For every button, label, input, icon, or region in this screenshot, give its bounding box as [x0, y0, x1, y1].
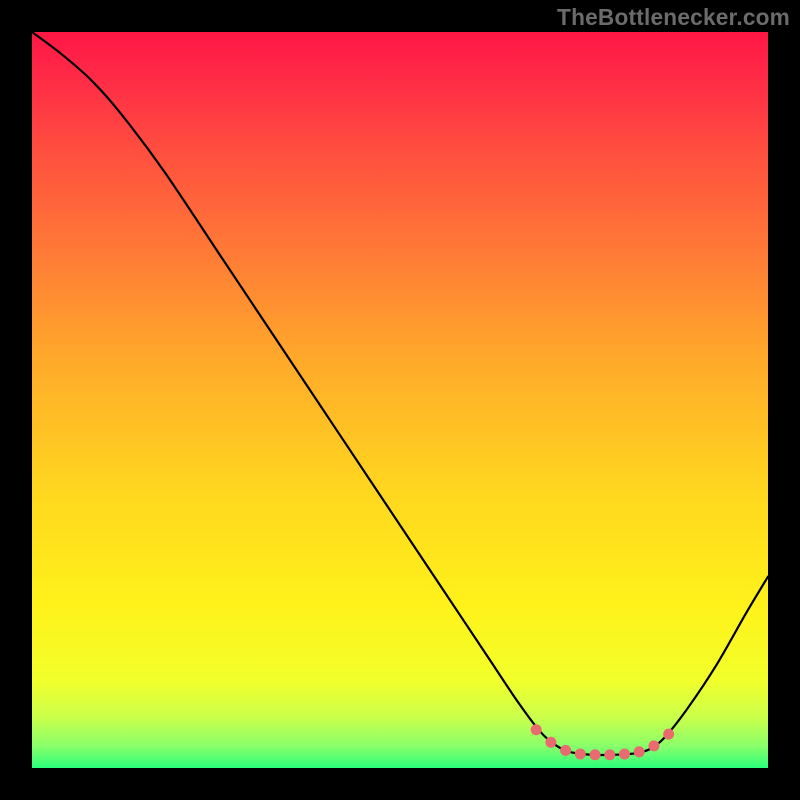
dot-marker: [590, 749, 601, 760]
dot-marker: [545, 737, 556, 748]
dot-marker: [560, 745, 571, 756]
dot-marker: [619, 749, 630, 760]
chart-root: TheBottlenecker.com: [0, 0, 800, 800]
watermark-text: TheBottlenecker.com: [557, 4, 790, 31]
dot-marker: [663, 729, 674, 740]
dot-marker: [648, 740, 659, 751]
dot-marker: [604, 749, 615, 760]
dot-marker: [531, 724, 542, 735]
dot-marker: [634, 746, 645, 757]
dot-marker: [575, 749, 586, 760]
bottleneck-line-chart: [32, 32, 768, 768]
chart-svg: [32, 32, 768, 768]
